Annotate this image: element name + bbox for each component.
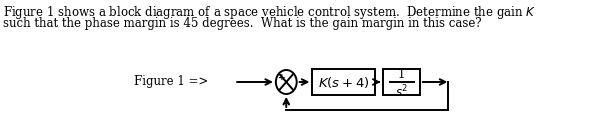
Text: 1: 1 [398,67,405,81]
Text: $K(s+4)$: $K(s+4)$ [318,74,369,89]
Text: Figure 1 =>: Figure 1 => [135,76,209,88]
Text: $-$: $-$ [281,98,291,107]
Text: $s^2$: $s^2$ [395,84,408,100]
FancyBboxPatch shape [312,69,375,95]
Text: +: + [278,73,285,82]
Text: such that the phase margin is 45 degrees.  What is the gain margin in this case?: such that the phase margin is 45 degrees… [4,17,482,30]
FancyBboxPatch shape [384,69,420,95]
Text: Figure 1 shows a block diagram of a space vehicle control system.  Determine the: Figure 1 shows a block diagram of a spac… [4,4,537,21]
